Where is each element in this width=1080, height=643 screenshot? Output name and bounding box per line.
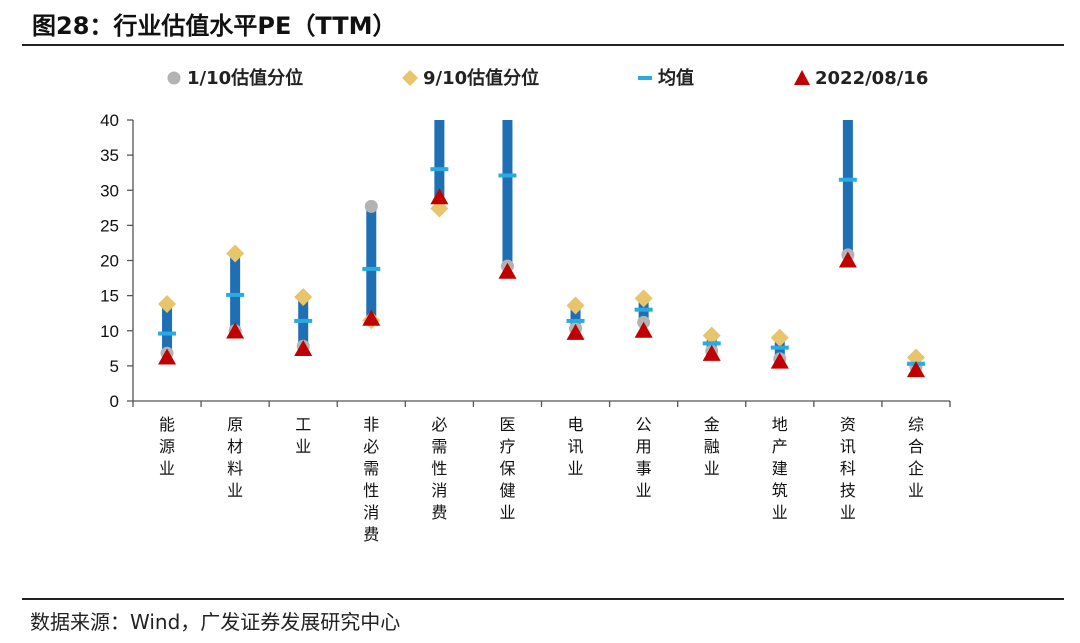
mean-marker xyxy=(566,318,585,323)
figure-title: 图28：行业估值水平PE（TTM） xyxy=(32,12,397,40)
p10-marker xyxy=(364,199,378,213)
y-tick-label: 5 xyxy=(110,357,119,376)
legend-p90-icon xyxy=(402,70,418,86)
mean-marker xyxy=(702,341,721,346)
x-category-label: 地产建筑业 xyxy=(772,415,788,522)
y-tick-label: 10 xyxy=(100,322,119,341)
x-category-label: 工业 xyxy=(295,415,311,456)
x-category-label: 电讯业 xyxy=(568,415,584,478)
y-tick-label: 30 xyxy=(100,181,119,200)
range-bar xyxy=(230,253,241,331)
range-bar xyxy=(842,120,853,255)
current-marker xyxy=(226,322,245,339)
range-bar xyxy=(434,120,445,209)
legend-label: 9/10估值分位 xyxy=(423,67,539,89)
current-marker xyxy=(294,340,313,357)
x-category-label: 公用事业 xyxy=(636,415,652,500)
y-axis: 0 5 10 15 20 25 30 35 40 xyxy=(100,111,134,411)
mean-marker xyxy=(362,266,381,271)
mean-marker xyxy=(158,331,177,336)
source-note: 数据来源：Wind，广发证券发展研究中心 xyxy=(30,610,401,634)
mean-marker xyxy=(498,173,517,178)
range-bar xyxy=(366,206,377,321)
p90-marker xyxy=(634,289,653,308)
title-rule xyxy=(22,44,1064,46)
x-category-label: 资讯科技业 xyxy=(840,415,856,522)
y-tick-label: 20 xyxy=(100,252,119,271)
x-category-label: 必需性消费 xyxy=(431,415,447,522)
p90-marker xyxy=(702,326,721,345)
x-category-label: 综合企业 xyxy=(908,415,924,500)
y-tick-label: 0 xyxy=(110,392,119,411)
mean-marker xyxy=(226,292,245,297)
legend-label: 均值 xyxy=(658,67,694,89)
y-tick-label: 15 xyxy=(100,287,119,306)
source-rule xyxy=(22,598,1064,600)
x-category-label: 非必需性消费 xyxy=(363,415,379,544)
mean-marker xyxy=(294,318,313,323)
legend-p10-icon xyxy=(167,71,181,85)
p90-marker xyxy=(294,288,313,307)
legend-label: 2022/08/16 xyxy=(815,68,928,89)
range-bar xyxy=(570,305,581,329)
legend-mean-icon xyxy=(638,76,652,80)
y-tick-label: 40 xyxy=(100,111,119,130)
x-category-label: 原材料业 xyxy=(227,415,243,500)
current-marker xyxy=(158,348,177,365)
current-marker xyxy=(838,251,857,268)
y-tick-label: 25 xyxy=(100,216,119,235)
range-bar xyxy=(502,120,513,267)
current-marker xyxy=(770,352,789,369)
mean-marker xyxy=(430,167,449,172)
plot-area xyxy=(158,120,925,378)
mean-marker xyxy=(838,177,857,182)
mean-marker xyxy=(634,307,653,312)
current-marker xyxy=(702,344,721,361)
p90-marker xyxy=(226,244,245,263)
x-category-label: 金融业 xyxy=(704,415,720,478)
current-marker xyxy=(498,262,517,279)
x-axis: 能源业 原材料业 工业 非必需性消费 必需性消费 医疗保健业 电讯业 公用事业 金融业 地产建筑业… xyxy=(132,400,951,544)
current-marker xyxy=(634,321,653,338)
legend-current-icon xyxy=(794,70,810,85)
chart-legend: 1/10估值分位 9/10估值分位 均值 2022/08/16 xyxy=(167,67,928,89)
p90-marker xyxy=(158,295,177,314)
x-category-label: 能源业 xyxy=(159,415,175,478)
legend-label: 1/10估值分位 xyxy=(187,67,303,89)
mean-marker xyxy=(770,345,789,350)
y-tick-label: 35 xyxy=(100,146,119,165)
current-marker xyxy=(362,309,381,326)
range-bar xyxy=(162,304,173,354)
current-marker xyxy=(906,361,925,378)
x-category-label: 医疗保健业 xyxy=(499,415,515,522)
current-marker xyxy=(566,323,585,340)
current-marker xyxy=(430,188,449,205)
pe-valuation-chart: 1/10估值分位 9/10估值分位 均值 2022/08/16 0 5 10 15 20 25 3… xyxy=(100,67,951,544)
p90-marker xyxy=(566,296,585,315)
p90-marker xyxy=(770,328,789,347)
